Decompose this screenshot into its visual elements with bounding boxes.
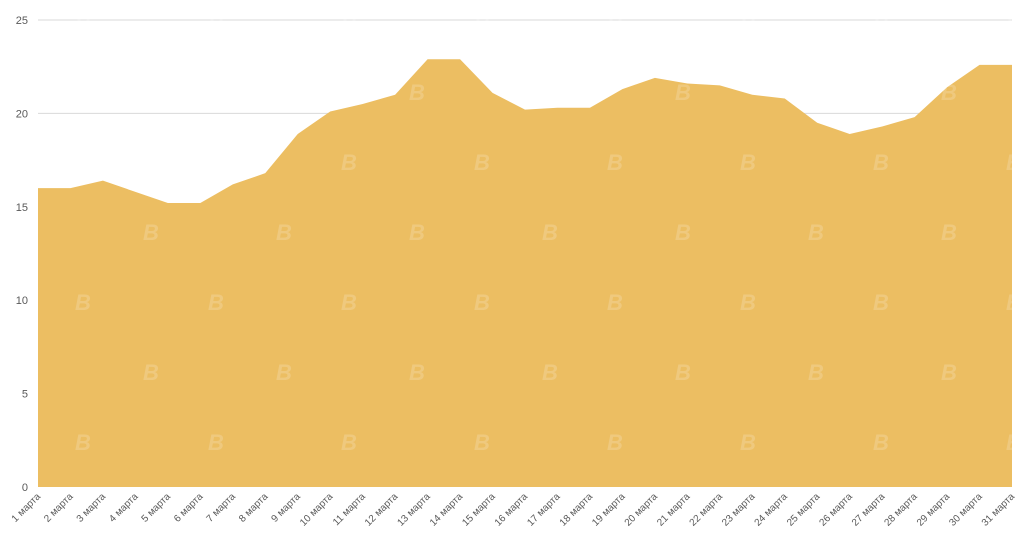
watermark-logo: B: [675, 80, 691, 105]
y-tick-label: 10: [16, 295, 28, 307]
x-tick-label: 31 марта: [980, 491, 1018, 529]
watermark-logo: B: [409, 220, 425, 245]
watermark-logo: B: [808, 360, 824, 385]
x-tick-label: 20 марта: [623, 491, 661, 529]
x-tick-label: 3 марта: [75, 491, 109, 525]
watermark-logo: B: [409, 80, 425, 105]
watermark-logo: B: [675, 220, 691, 245]
watermark-logo: B: [341, 10, 357, 35]
watermark-logo: B: [341, 430, 357, 455]
watermark-logo: B: [474, 430, 490, 455]
watermark-logo: B: [75, 10, 91, 35]
x-tick-label: 27 марта: [850, 491, 888, 529]
x-tick-label: 6 марта: [172, 491, 206, 525]
x-tick-label: 22 марта: [688, 491, 726, 529]
watermark-logo: B: [75, 290, 91, 315]
watermark-logo: B: [1006, 10, 1022, 35]
watermark-logo: B: [1006, 150, 1022, 175]
x-tick-label: 7 марта: [205, 491, 239, 525]
watermark-logo: B: [75, 430, 91, 455]
watermark-logo: B: [740, 10, 756, 35]
watermark-logo: B: [941, 360, 957, 385]
watermark-logo: B: [873, 150, 889, 175]
y-tick-label: 15: [16, 202, 28, 214]
watermark-logo: B: [808, 220, 824, 245]
watermark-logo: B: [341, 290, 357, 315]
watermark-logo: B: [542, 500, 558, 525]
watermark-logo: B: [1006, 430, 1022, 455]
watermark-logo: B: [474, 10, 490, 35]
watermark-logo: B: [740, 430, 756, 455]
watermark-logo: B: [740, 290, 756, 315]
y-tick-label: 25: [16, 15, 28, 27]
x-tick-label: 18 марта: [558, 491, 596, 529]
watermark-logo: B: [409, 360, 425, 385]
y-tick-label: 0: [22, 482, 28, 494]
x-tick-label: 28 марта: [882, 491, 920, 529]
watermark-logo: B: [10, 80, 26, 105]
y-tick-label: 20: [16, 108, 28, 120]
x-tick-label: 15 марта: [460, 491, 498, 529]
watermark-logo: B: [341, 150, 357, 175]
x-tick-label: 19 марта: [590, 491, 628, 529]
x-tick-label: 14 марта: [428, 491, 466, 529]
watermark-logo: B: [208, 290, 224, 315]
watermark-logo: B: [276, 360, 292, 385]
watermark-logo: B: [276, 220, 292, 245]
watermark-logo: B: [808, 80, 824, 105]
watermark-logo: B: [10, 500, 26, 525]
watermark-logo: B: [474, 150, 490, 175]
watermark-logo: B: [873, 290, 889, 315]
x-tick-label: 24 марта: [753, 491, 791, 529]
watermark-logo: B: [143, 360, 159, 385]
watermark-logo: B: [675, 360, 691, 385]
x-tick-label: 11 марта: [331, 491, 368, 528]
watermark-logo: B: [941, 220, 957, 245]
x-tick-label: 23 марта: [720, 491, 758, 529]
x-tick-label: 4 марта: [107, 491, 141, 525]
x-tick-label: 2 марта: [42, 491, 76, 525]
watermark-logo: B: [208, 150, 224, 175]
watermark-logo: B: [75, 150, 91, 175]
watermark-logo: B: [808, 500, 824, 525]
x-tick-label: 16 марта: [493, 491, 531, 529]
watermark-logo: B: [873, 10, 889, 35]
watermark-logo: B: [675, 500, 691, 525]
watermark-logo: B: [276, 500, 292, 525]
watermark-logo: B: [474, 290, 490, 315]
watermark-logo: B: [740, 150, 756, 175]
watermark-logo: B: [542, 220, 558, 245]
watermark-logo: B: [607, 10, 623, 35]
y-tick-label: 5: [22, 389, 28, 401]
watermark-logo: B: [1006, 290, 1022, 315]
watermark-logo: B: [143, 80, 159, 105]
watermark-logo: B: [208, 430, 224, 455]
x-tick-label: 12 марта: [363, 491, 401, 529]
watermark-logo: B: [143, 220, 159, 245]
watermark-logo: B: [409, 500, 425, 525]
watermark-logo: B: [542, 360, 558, 385]
watermark-logo: B: [10, 220, 26, 245]
watermark-logo: B: [10, 360, 26, 385]
watermark-logo: B: [208, 10, 224, 35]
watermark-logo: B: [873, 430, 889, 455]
watermark-logo: B: [607, 150, 623, 175]
watermark-logo: B: [607, 430, 623, 455]
watermark-logo: B: [941, 80, 957, 105]
watermark-logo: B: [542, 80, 558, 105]
watermark-logo: B: [941, 500, 957, 525]
watermark-logo: B: [607, 290, 623, 315]
area-series: [38, 59, 1012, 487]
x-tick-label: 10 марта: [298, 491, 336, 529]
watermark-logo: B: [143, 500, 159, 525]
watermark-logo: B: [276, 80, 292, 105]
x-tick-label: 8 марта: [237, 491, 271, 525]
